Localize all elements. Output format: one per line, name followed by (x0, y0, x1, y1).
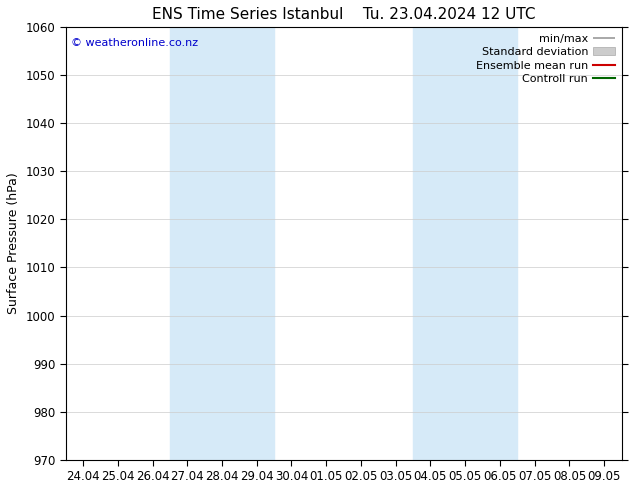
Title: ENS Time Series Istanbul    Tu. 23.04.2024 12 UTC: ENS Time Series Istanbul Tu. 23.04.2024 … (152, 7, 535, 22)
Legend: min/max, Standard deviation, Ensemble mean run, Controll run: min/max, Standard deviation, Ensemble me… (472, 29, 619, 88)
Y-axis label: Surface Pressure (hPa): Surface Pressure (hPa) (7, 172, 20, 314)
Bar (413, 27, 517, 460)
Bar (170, 27, 274, 460)
Text: © weatheronline.co.nz: © weatheronline.co.nz (71, 38, 198, 48)
